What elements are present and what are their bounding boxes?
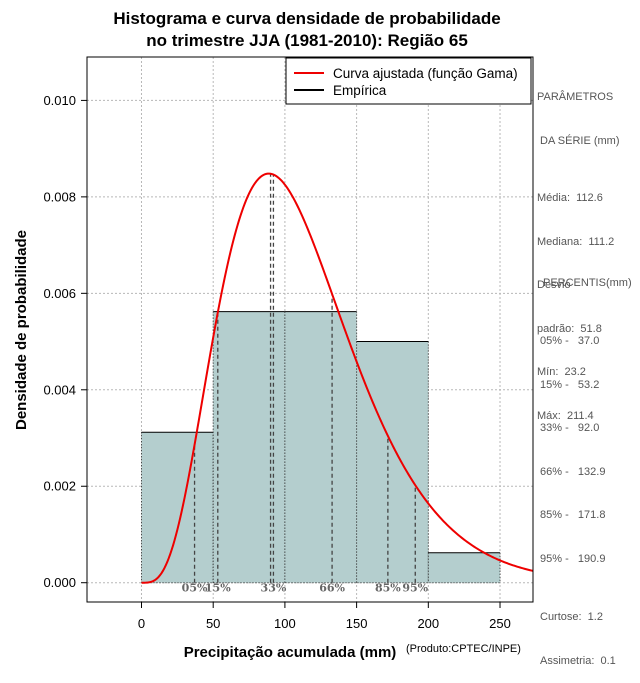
- x-tick-label: 100: [274, 616, 296, 631]
- percentile-95: 95% - 190.9: [540, 552, 606, 565]
- histogram-bar: [141, 432, 214, 583]
- parameters-heading-2: DA SÉRIE (mm): [537, 134, 620, 147]
- percentile-85: 85% - 171.8: [540, 509, 606, 521]
- stat-sd: padrão: 51.8: [537, 322, 602, 335]
- stat-max: Máx: 211.4: [537, 409, 594, 422]
- y-tick-label: 0.010: [43, 93, 76, 108]
- histogram-bars: [140, 311, 501, 584]
- x-axis-label: Precipitação acumulada (mm): [184, 644, 397, 660]
- percentile-labels: 05%15% 33% 66% 85% 95%: [182, 582, 429, 595]
- histogram-bar: [213, 311, 285, 583]
- skewness: Assimetria: 0.1: [540, 654, 616, 667]
- legend-curve-label: Curva ajustada (função Gama): [333, 66, 518, 81]
- parameters-heading-1: PARÂMETROS: [537, 91, 614, 103]
- percentile-66: 66% - 132.9: [540, 465, 606, 478]
- percentile-15: 15% - 53.2: [540, 378, 600, 391]
- y-tick-label: 0.008: [43, 189, 76, 204]
- percentile-label: 85%: [375, 582, 401, 595]
- y-tick-label: 0.004: [43, 382, 76, 397]
- percentiles-heading: PERCENTIS(mm): [543, 277, 632, 289]
- x-tick-label: 150: [346, 616, 368, 631]
- x-tick-label: 50: [206, 616, 220, 631]
- x-tick-label: 250: [489, 616, 511, 631]
- percentile-05: 05% - 37.0: [540, 335, 600, 347]
- percentile-label: 15%: [205, 582, 231, 595]
- legend: Curva ajustada (função Gama) Empírica: [285, 57, 532, 105]
- y-tick-label: 0.006: [43, 286, 76, 301]
- histogram-chart: Histograma e curva densidade de probabil…: [13, 9, 534, 660]
- legend-box: [285, 57, 532, 105]
- stat-min: Mín: 23.2: [537, 366, 586, 378]
- percentile-33: 33% - 92.0: [540, 422, 600, 434]
- percentiles-panel: 05% - 37.0 15% - 53.2 33% - 92.0 66% - 1…: [540, 305, 616, 683]
- stat-mean: Média: 112.6: [537, 192, 603, 204]
- percentile-label: 66%: [319, 582, 345, 595]
- y-axis-label: Densidade de probabilidade: [13, 230, 30, 430]
- x-tick-label: 0: [138, 616, 145, 631]
- histogram-bar: [284, 311, 357, 583]
- percentile-label: 95%: [402, 582, 428, 595]
- percentile-lines: [193, 173, 416, 583]
- series-parameters-panel: PARÂMETROS DA SÉRIE (mm) Média: 112.6 Me…: [537, 61, 620, 438]
- y-axis: 0.000 0.002 0.004 0.006 0.008 0.010: [43, 93, 87, 590]
- percentile-label: 33%: [261, 582, 287, 595]
- x-axis: 0 50 100 150 200 250: [138, 602, 511, 631]
- percentile-label: 05%: [182, 582, 208, 595]
- legend-empirical-label: Empírica: [333, 83, 387, 98]
- y-tick-label: 0.000: [43, 575, 76, 590]
- histogram-bar: [428, 552, 501, 583]
- gamma-curve: [141, 172, 534, 584]
- histogram-bar: [356, 341, 429, 583]
- x-tick-label: 200: [417, 616, 439, 631]
- chart-title-line-2: no trimestre JJA (1981-2010): Região 65: [146, 31, 468, 50]
- plot-frame: [86, 56, 534, 603]
- stat-median: Mediana: 111.2: [537, 235, 615, 248]
- chart-title-line-1: Histograma e curva densidade de probabil…: [113, 9, 500, 28]
- kurtosis: Curtose: 1.2: [540, 611, 603, 623]
- stat-sd-label: Desvio: [537, 279, 571, 291]
- credit-label: (Produto:CPTEC/INPE): [406, 643, 521, 655]
- y-tick-label: 0.002: [43, 479, 76, 494]
